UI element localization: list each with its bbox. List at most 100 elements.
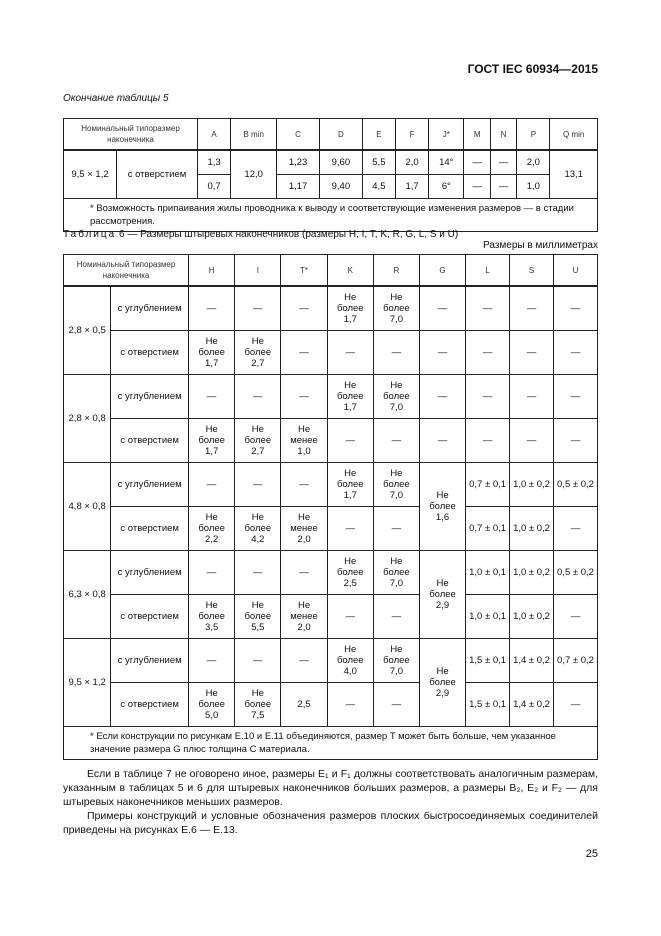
cell: Не более 3,5 — [188, 594, 236, 639]
table-5: Номинальный типоразмер наконечника A B min… — [63, 118, 598, 232]
column-header: T* — [280, 254, 328, 287]
cell: Не более 2,7 — [234, 330, 282, 375]
cell: Не более 4,0 — [326, 638, 374, 683]
cell: Не более 1,7 — [326, 462, 374, 507]
column-header: G — [418, 254, 467, 287]
footnote-text: * Если конструкции по рисункам Е.10 и Е.… — [90, 731, 556, 755]
cell: — — [463, 174, 491, 199]
cell: — — [326, 330, 374, 375]
cell: 12,0 — [230, 149, 278, 199]
cell: — — [552, 506, 599, 551]
cell: Не менее 1,0 — [280, 418, 328, 463]
cell: Не более 2,5 — [326, 550, 374, 595]
cell: — — [234, 374, 282, 419]
cell: Не менее 2,0 — [280, 506, 328, 551]
type-cell: с углублением — [110, 462, 190, 507]
size-cell: 2,8 × 0,8 — [62, 374, 112, 463]
page-number: 25 — [585, 848, 598, 860]
type-cell: с углублением — [110, 285, 190, 331]
cell: — — [465, 418, 511, 463]
table5-caption: Окончание таблицы 5 — [63, 93, 169, 104]
cell: — — [509, 330, 554, 375]
cell: Не более 2,2 — [188, 506, 236, 551]
cell: — — [509, 285, 554, 331]
type-cell: с углублением — [110, 550, 190, 595]
cell: Не более 1,7 — [326, 285, 374, 331]
cell: — — [372, 418, 420, 463]
cell: 1,4 ± 0,2 — [509, 682, 554, 727]
type-cell: с отверстием — [116, 149, 198, 199]
table5-footnote: * Возможность припаивания жилы проводник… — [63, 198, 598, 232]
cell: Не более 7,0 — [372, 638, 420, 683]
cell: — — [188, 462, 236, 507]
cell: 0,7 ± 0,1 — [465, 506, 511, 551]
cell: Не более 1,7 — [326, 374, 374, 419]
cell: — — [326, 682, 374, 727]
standard-header: ГОСТ IEC 60934—2015 — [467, 62, 598, 76]
cell: 1,23 — [276, 149, 320, 175]
cell: — — [326, 418, 374, 463]
cell: 0,5 ± 0,2 — [552, 550, 599, 595]
column-header: P — [516, 118, 551, 151]
cell: Не более 5,5 — [234, 594, 282, 639]
cell: — — [188, 374, 236, 419]
cell: 1,0 ± 0,2 — [509, 506, 554, 551]
cell: — — [234, 462, 282, 507]
paragraph: Примеры конструкций и условные обозначен… — [63, 810, 598, 836]
cell: Не более 7,0 — [372, 285, 420, 331]
table6-caption: Таблица 6 — Размеры штыревых наконечнико… — [63, 229, 458, 240]
size-cell: 4,8 × 0,8 — [62, 462, 112, 551]
table-row: 2,8 × 0,8 с углублением — — — Не более 1,7 Не … — [62, 374, 599, 463]
cell: Не более 7,5 — [234, 682, 282, 727]
cell: — — [188, 638, 236, 683]
cell: — — [372, 506, 420, 551]
table-row: 9,5 × 1,2 с отверстием 1,3 12,0 1,23 9,6… — [63, 149, 598, 199]
cell: — — [280, 462, 328, 507]
cell: 6° — [428, 174, 465, 199]
table-row: 9,5 × 1,2 с углублением — — — Не более 4,0 Не … — [62, 638, 599, 727]
cell: — — [418, 285, 467, 331]
cell: 2,5 — [280, 682, 328, 727]
type-cell: с отверстием — [110, 682, 190, 727]
cell: — — [552, 418, 599, 463]
cell: — — [509, 418, 554, 463]
cell: — — [234, 550, 282, 595]
cell: — — [552, 374, 599, 419]
column-header: R — [372, 254, 420, 287]
table-6: Номинальный типоразмер наконечника H I T* K R… — [62, 254, 599, 760]
column-header: D — [318, 118, 363, 151]
cell: 1,5 ± 0,1 — [465, 638, 511, 683]
cell: — — [188, 285, 236, 331]
table-row: 2,8 × 0,5 с углублением — — — Не более 1,7 Не … — [62, 285, 599, 375]
cell: — — [280, 330, 328, 375]
cell: — — [234, 638, 282, 683]
cell: — — [552, 330, 599, 375]
cell: 2,0 — [394, 149, 430, 175]
column-header: L — [465, 254, 511, 287]
cell: — — [509, 374, 554, 419]
cell: — — [465, 374, 511, 419]
cell: 1,17 — [276, 174, 320, 199]
cell-G: Не более 1,6 — [418, 462, 467, 551]
column-header: Q min — [549, 118, 598, 151]
cell: — — [372, 682, 420, 727]
footnote-text: * Возможность припаивания жилы проводник… — [90, 203, 574, 227]
table-row: с отверстием Не более 1,7 Не более 2,7 Не м… — [64, 418, 599, 463]
table-row: * Если конструкции по рисункам Е.10 и Е.… — [63, 726, 598, 760]
cell: — — [372, 330, 420, 375]
cell: Не более 7,0 — [372, 462, 420, 507]
cell: 1,5 ± 0,1 — [465, 682, 511, 727]
cell: 1,0 ± 0,2 — [509, 462, 554, 507]
column-header: S — [509, 254, 554, 287]
cell-G: Не более 2,9 — [418, 550, 467, 639]
cell: — — [489, 174, 518, 199]
cell: Не более 2,7 — [234, 418, 282, 463]
cell: 14° — [428, 149, 465, 175]
cell-G: Не более 2,9 — [418, 638, 467, 727]
type-cell: с углублением — [110, 374, 190, 419]
cell: — — [372, 594, 420, 639]
cell: — — [418, 330, 467, 375]
cell: — — [465, 330, 511, 375]
size-cell: 9,5 × 1,2 — [62, 638, 112, 727]
column-header: C — [276, 118, 320, 151]
